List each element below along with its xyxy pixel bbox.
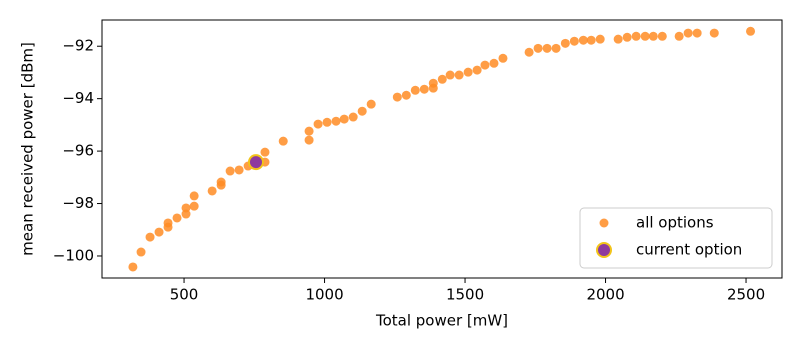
x-tick-label: 500 <box>170 286 199 304</box>
x-tick-label: 1000 <box>305 286 343 304</box>
point <box>551 43 561 53</box>
point <box>613 34 623 44</box>
point <box>640 31 650 41</box>
point <box>472 65 482 75</box>
current-point <box>247 154 264 171</box>
y-axis-label: mean received power [dBm] <box>19 42 37 256</box>
point <box>348 112 358 122</box>
point <box>542 43 552 53</box>
point <box>746 26 756 36</box>
point <box>437 74 447 84</box>
y-tick-label: −100 <box>53 246 94 264</box>
point <box>595 34 605 44</box>
x-tick-label: 2000 <box>586 286 624 304</box>
point <box>419 84 429 94</box>
legend-marker <box>596 242 612 258</box>
point <box>631 31 641 41</box>
point <box>428 78 438 88</box>
point <box>322 117 332 127</box>
point <box>225 166 235 176</box>
point <box>366 99 376 109</box>
point <box>445 70 455 80</box>
legend-box <box>579 207 773 269</box>
point <box>657 31 667 41</box>
point <box>463 67 473 77</box>
point <box>313 119 323 129</box>
plot-frame <box>101 19 783 279</box>
point <box>331 116 341 126</box>
point <box>569 36 579 46</box>
point <box>454 70 464 80</box>
point <box>154 227 164 237</box>
legend-label: all options <box>636 214 714 232</box>
x-axis-label: Total power [mW] <box>375 312 508 330</box>
point <box>674 31 684 41</box>
x-tick-label: 2500 <box>727 286 765 304</box>
point <box>560 38 570 48</box>
point <box>163 222 173 232</box>
point <box>410 85 420 95</box>
point <box>207 186 217 196</box>
point <box>533 43 543 53</box>
point <box>692 28 702 38</box>
point <box>128 262 138 272</box>
point <box>586 35 596 45</box>
y-tick-label: −92 <box>62 37 94 55</box>
point <box>683 28 693 38</box>
point <box>578 35 588 45</box>
point <box>172 213 182 223</box>
legend-marker <box>599 218 609 228</box>
y-tick-label: −98 <box>62 194 94 212</box>
point <box>304 126 314 136</box>
point <box>392 92 402 102</box>
point <box>401 90 411 100</box>
y-tick-label: −96 <box>62 142 94 160</box>
point <box>136 247 146 257</box>
point <box>339 114 349 124</box>
point <box>278 136 288 146</box>
y-tick-label: −94 <box>62 89 94 107</box>
point <box>145 232 155 242</box>
point <box>189 201 199 211</box>
point <box>189 191 199 201</box>
point <box>648 31 658 41</box>
point <box>304 135 314 145</box>
x-tick-label: 1500 <box>446 286 484 304</box>
point <box>260 147 270 157</box>
point <box>357 106 367 116</box>
point <box>524 47 534 57</box>
point <box>480 60 490 70</box>
point <box>234 165 244 175</box>
legend-label: current option <box>636 241 742 259</box>
point <box>709 28 719 38</box>
point <box>498 53 508 63</box>
point <box>489 58 499 68</box>
point <box>216 180 226 190</box>
point <box>181 209 191 219</box>
point <box>622 32 632 42</box>
